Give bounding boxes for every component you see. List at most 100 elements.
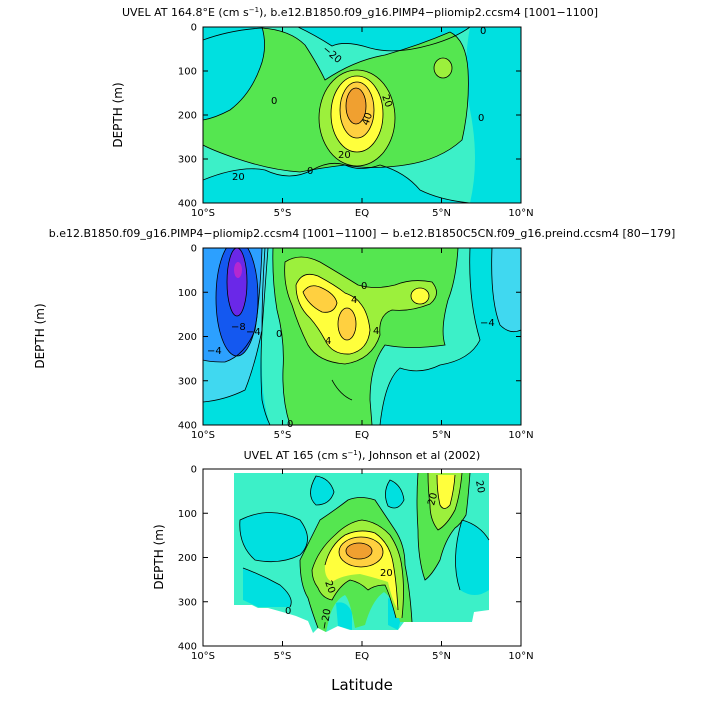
panel-2-contour-line [203, 248, 269, 403]
panel-1-contour-label: 20 [379, 93, 394, 109]
panel-3-jet-orange [346, 543, 372, 559]
panel-3-ylabel: DEPTH (m) [152, 524, 166, 589]
panel-2-ytick-label: 300 [178, 376, 197, 387]
panel-1-xtick-label: EQ [355, 208, 369, 219]
panel-3-contour-line [385, 479, 405, 509]
panel-1-contour-label: 20 [232, 172, 245, 183]
panel-2-contour-label: 4 [373, 326, 379, 337]
panel-2-contour-label: 0 [361, 281, 367, 292]
panel-2-contour-line [379, 248, 481, 425]
panel-1-field [203, 27, 521, 203]
panel-2-field [203, 248, 521, 425]
panel-3-contour-line [345, 542, 373, 560]
panel-3-cyan-patch [455, 520, 489, 595]
panel-1-contour-line [339, 81, 375, 139]
panel-1-contour-line [433, 57, 453, 79]
panel-3-cyan-patch [336, 602, 352, 630]
panel-1-contour-line [297, 27, 471, 52]
panel-3-contour-label: 0 [285, 606, 291, 617]
panel-1-xtick-label: 5°N [432, 208, 451, 219]
panel-3-contour-line [416, 472, 471, 581]
panel-1-contour-label: 0 [478, 113, 484, 124]
panel-3-contour-line [299, 497, 413, 623]
panel-3-cyan-patch [243, 568, 292, 607]
panel-2: b.e12.B1850.f09_g16.PIMP4−pliomip2.ccsm4… [33, 227, 675, 441]
panel-1-cyan-region-top [203, 27, 470, 51]
panel-1-contour-label: 0 [307, 166, 313, 177]
panel-2-magenta-core [234, 262, 242, 278]
panel-2-ytick-label: 100 [178, 288, 197, 299]
panel-2-contour-line [226, 248, 248, 317]
panel-3-contour-line [310, 475, 335, 506]
panel-3-title: UVEL AT 165 (cm s−1), Johnson et al (200… [244, 449, 481, 462]
panel-3-contour-label: 20 [426, 492, 440, 507]
panel-2-title: b.e12.B1850.f09_g16.PIMP4−pliomip2.ccsm4… [49, 227, 676, 240]
panel-3-xtick-label: 10°N [508, 651, 533, 662]
panel-2-xtick-label: 10°N [508, 430, 533, 441]
panel-2-contour-line [337, 307, 357, 341]
panel-1-ylabel: DEPTH (m) [111, 82, 125, 147]
x-axis-label: Latitude [331, 676, 393, 694]
panel-3-contour-label: 20 [322, 579, 337, 595]
panel-2-contour-label: −4 [246, 327, 261, 338]
panel-2-contour-line [369, 248, 459, 425]
panel-1-cyan-region-east [466, 27, 521, 203]
panel-3-contour-line [299, 559, 319, 629]
panel-3-xtick-label: EQ [355, 651, 369, 662]
panel-2-xtick-label: EQ [355, 430, 369, 441]
panel-3-contour-line [427, 472, 463, 531]
panel-3-contour-line [242, 567, 292, 608]
panel-2-ytick-label: 400 [178, 421, 197, 432]
panel-3-contour-label: 20 [473, 480, 486, 494]
panel-2-violet-region [227, 248, 247, 316]
panel-1-contour-line [203, 162, 471, 203]
panel-3-contour-line [311, 519, 404, 619]
panel-1-ytick-label: 300 [178, 155, 197, 166]
panel-3-contour-line [324, 530, 399, 611]
panel-2-xtick-label: 5°N [432, 430, 451, 441]
panel-2-contour-line [260, 248, 271, 425]
panel-2-contour-line [284, 256, 437, 365]
panel-1-contour-line [330, 75, 384, 153]
panel-2-contour-label: 0 [276, 329, 282, 340]
panel-3-contour-line [436, 474, 456, 509]
panel-3-ytick-label: 400 [178, 642, 197, 653]
panel-1-lime-core-north [434, 58, 452, 78]
panel-2-yellow-core-north [411, 288, 429, 304]
panel-1-contour-label: 0 [480, 26, 486, 37]
panel-1: UVEL AT 164.8°E (cm s−1), b.e12.B1850.f0… [111, 6, 598, 219]
panel-1-contour-line [345, 87, 367, 125]
panel-1-cyan-region-bottom [203, 163, 470, 203]
panel-3-cyan-patch [310, 476, 334, 505]
panel-1-contour-label: 20 [338, 150, 351, 161]
panel-2-ylabel: DEPTH (m) [33, 303, 47, 368]
panel-2-ytick-label: 0 [191, 244, 197, 255]
panel-2-contour-line [272, 248, 291, 425]
panel-2-contour-line [331, 379, 353, 401]
panel-2-gold-region-west [303, 285, 337, 313]
panel-3-contour-line [311, 569, 397, 619]
panel-1-contour-label: 40 [360, 111, 375, 127]
panel-1-ytick-label: 200 [178, 111, 197, 122]
panel-3-xtick-label: 5°S [274, 651, 292, 662]
panel-2-xtick-label: 10°S [191, 430, 215, 441]
panel-3-cyan-patch [385, 480, 404, 508]
panel-3-yellow-region-north [437, 475, 455, 509]
panel-3-field [234, 472, 490, 633]
panel-3-xtick-label: 10°S [191, 651, 215, 662]
panel-2-contour-label: 4 [325, 336, 331, 347]
panel-1-title: UVEL AT 164.8°E (cm s−1), b.e12.B1850.f0… [122, 6, 598, 19]
panel-2-contour-label: −4 [480, 318, 495, 329]
panel-3-contour-line [338, 536, 384, 568]
panel-1-ytick-label: 100 [178, 67, 197, 78]
panel-1-jet-orange [346, 88, 366, 124]
panel-2-contour-line [302, 285, 338, 313]
panel-3-ytick-label: 200 [178, 553, 197, 564]
panel-3: UVEL AT 165 (cm s−1), Johnson et al (200… [152, 449, 534, 662]
panel-3-contour-label: −20 [319, 608, 333, 631]
panel-3-contour-line [239, 512, 308, 563]
panel-3-contour-line [455, 519, 463, 591]
panel-2-gold-region-center [338, 308, 356, 340]
